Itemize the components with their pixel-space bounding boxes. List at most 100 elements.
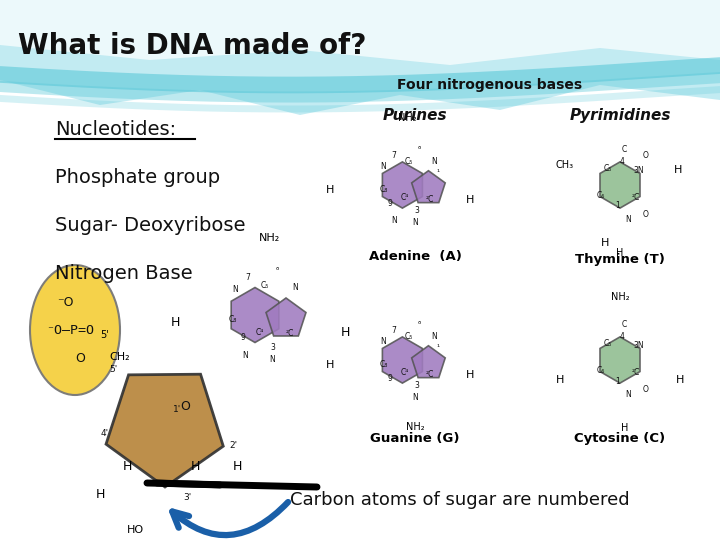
Text: N: N bbox=[412, 218, 418, 227]
Polygon shape bbox=[382, 162, 423, 208]
Text: ⁻O—P=O: ⁻O—P=O bbox=[46, 323, 94, 336]
Text: H: H bbox=[674, 165, 682, 175]
Text: 1: 1 bbox=[616, 201, 620, 211]
Text: NH₂: NH₂ bbox=[397, 113, 416, 123]
FancyArrowPatch shape bbox=[172, 502, 288, 535]
Text: 3: 3 bbox=[415, 206, 420, 215]
Text: H: H bbox=[556, 375, 564, 385]
Text: H: H bbox=[326, 360, 334, 370]
Text: C₆: C₆ bbox=[597, 191, 606, 200]
Text: ⁶: ⁶ bbox=[418, 145, 420, 154]
Text: N: N bbox=[269, 354, 275, 363]
Text: O: O bbox=[180, 401, 190, 414]
Text: 3': 3' bbox=[183, 492, 191, 502]
Text: 2': 2' bbox=[229, 441, 237, 449]
Text: N: N bbox=[242, 352, 248, 361]
Text: N: N bbox=[431, 333, 437, 341]
Polygon shape bbox=[412, 171, 445, 202]
Text: N: N bbox=[431, 157, 437, 166]
Text: 3N: 3N bbox=[634, 341, 644, 350]
Text: C⁴: C⁴ bbox=[256, 328, 264, 337]
Text: C₅: C₅ bbox=[261, 280, 269, 289]
Text: CH₃: CH₃ bbox=[556, 160, 574, 170]
Text: C₈: C₈ bbox=[379, 360, 387, 369]
Text: H: H bbox=[621, 423, 629, 433]
Text: Cytosine (C): Cytosine (C) bbox=[575, 432, 665, 445]
Text: N: N bbox=[391, 216, 397, 225]
Text: 5': 5' bbox=[109, 366, 117, 375]
Polygon shape bbox=[382, 337, 423, 383]
Text: H: H bbox=[190, 461, 199, 474]
Text: C₅: C₅ bbox=[603, 164, 611, 173]
Text: ²C: ²C bbox=[286, 329, 294, 339]
Text: N: N bbox=[232, 286, 238, 294]
Text: H: H bbox=[171, 316, 180, 329]
Text: 5': 5' bbox=[101, 330, 109, 340]
Text: C₅: C₅ bbox=[405, 157, 413, 166]
Text: C: C bbox=[621, 145, 627, 154]
Text: Four nitrogenous bases: Four nitrogenous bases bbox=[397, 78, 582, 92]
Text: CH₂: CH₂ bbox=[109, 352, 130, 362]
Polygon shape bbox=[0, 0, 720, 65]
Text: ¹: ¹ bbox=[436, 343, 440, 352]
Text: H: H bbox=[676, 375, 684, 385]
Text: ²C: ²C bbox=[631, 368, 640, 377]
Text: H: H bbox=[616, 248, 624, 258]
Text: H: H bbox=[466, 370, 474, 380]
Text: What is DNA made of?: What is DNA made of? bbox=[18, 32, 366, 60]
Text: N: N bbox=[292, 283, 298, 292]
Text: 3: 3 bbox=[415, 381, 420, 390]
Text: 3: 3 bbox=[270, 343, 275, 352]
Text: Nitrogen Base: Nitrogen Base bbox=[55, 264, 193, 283]
Text: 9: 9 bbox=[387, 374, 392, 383]
Text: N: N bbox=[381, 161, 387, 171]
Text: Sugar- Deoxyribose: Sugar- Deoxyribose bbox=[55, 216, 246, 235]
Text: ²C: ²C bbox=[426, 370, 434, 379]
Text: O: O bbox=[643, 385, 649, 394]
Text: HO: HO bbox=[127, 525, 143, 535]
Text: Thymine (T): Thymine (T) bbox=[575, 253, 665, 266]
Text: 7: 7 bbox=[245, 273, 250, 282]
Text: H: H bbox=[122, 461, 132, 474]
Text: ⁻O: ⁻O bbox=[57, 295, 73, 308]
Text: O: O bbox=[643, 210, 649, 219]
Text: N: N bbox=[626, 390, 631, 399]
Polygon shape bbox=[0, 0, 720, 115]
Ellipse shape bbox=[30, 265, 120, 395]
Text: Nucleotides:: Nucleotides: bbox=[55, 120, 176, 139]
Text: 3N: 3N bbox=[634, 166, 644, 175]
Text: 1': 1' bbox=[173, 406, 181, 415]
Text: H: H bbox=[466, 195, 474, 205]
Text: Purines: Purines bbox=[383, 108, 447, 123]
Text: N: N bbox=[412, 393, 418, 402]
Text: O: O bbox=[643, 151, 649, 160]
Text: NH₂: NH₂ bbox=[611, 292, 629, 302]
Text: Adenine  (A): Adenine (A) bbox=[369, 250, 462, 263]
Text: H: H bbox=[341, 327, 350, 340]
Text: C₈: C₈ bbox=[228, 314, 237, 323]
Text: C: C bbox=[621, 320, 627, 329]
Polygon shape bbox=[106, 374, 223, 487]
Text: H: H bbox=[95, 489, 104, 502]
Text: 9: 9 bbox=[387, 199, 392, 208]
Text: NH₂: NH₂ bbox=[259, 233, 281, 243]
Text: C⁴: C⁴ bbox=[400, 368, 409, 377]
Text: Phosphate group: Phosphate group bbox=[55, 168, 220, 187]
Text: ²C: ²C bbox=[631, 193, 640, 202]
Polygon shape bbox=[412, 346, 445, 377]
Text: N: N bbox=[626, 215, 631, 224]
Text: 4: 4 bbox=[620, 157, 624, 166]
Text: ²C: ²C bbox=[426, 195, 434, 204]
Text: 1: 1 bbox=[616, 376, 620, 386]
Polygon shape bbox=[600, 337, 640, 383]
Text: ⁶: ⁶ bbox=[418, 320, 420, 329]
Text: 4: 4 bbox=[620, 333, 624, 341]
Text: C₈: C₈ bbox=[379, 185, 387, 194]
Polygon shape bbox=[231, 287, 279, 342]
Text: Guanine (G): Guanine (G) bbox=[370, 432, 460, 445]
Text: H: H bbox=[233, 461, 242, 474]
Text: H: H bbox=[326, 185, 334, 195]
Text: Pyrimidines: Pyrimidines bbox=[570, 108, 671, 123]
Text: C₅: C₅ bbox=[603, 339, 611, 348]
Text: ⁶: ⁶ bbox=[276, 267, 279, 275]
